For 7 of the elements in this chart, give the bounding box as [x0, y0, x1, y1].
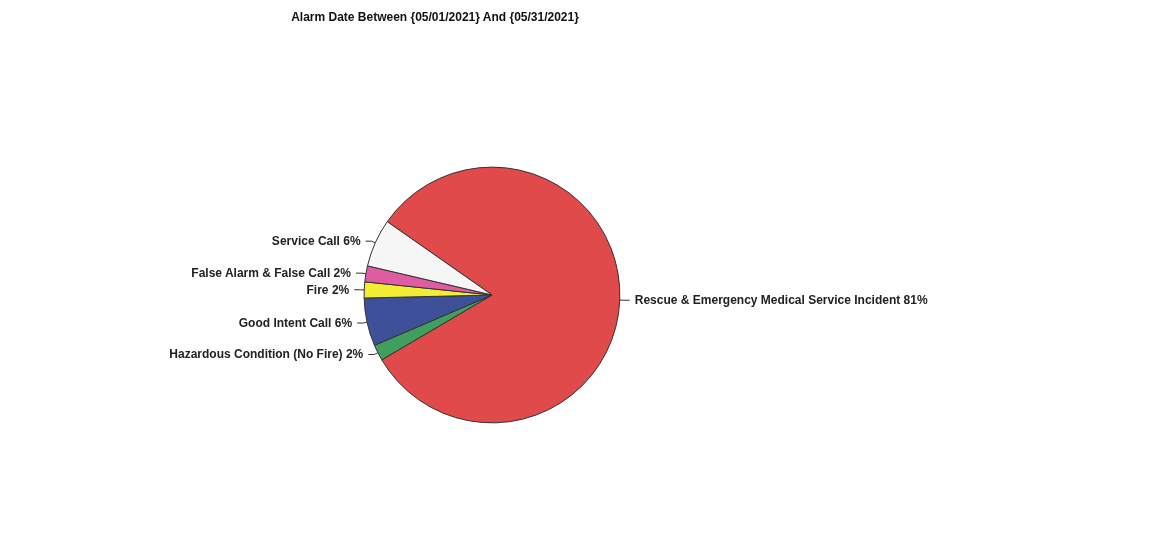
- slice-label: Hazardous Condition (No Fire) 2%: [169, 347, 364, 362]
- slice-label: False Alarm & False Call 2%: [191, 266, 352, 281]
- slice-label: Fire 2%: [306, 282, 350, 297]
- slice-label: Rescue & Emergency Medical Service Incident 81%: [634, 293, 928, 308]
- slice-label: Good Intent Call 6%: [238, 316, 353, 331]
- slice-label: Service Call 6%: [271, 234, 361, 249]
- chart-title: Alarm Date Between {05/01/2021} And {05/31/2021}: [291, 10, 580, 24]
